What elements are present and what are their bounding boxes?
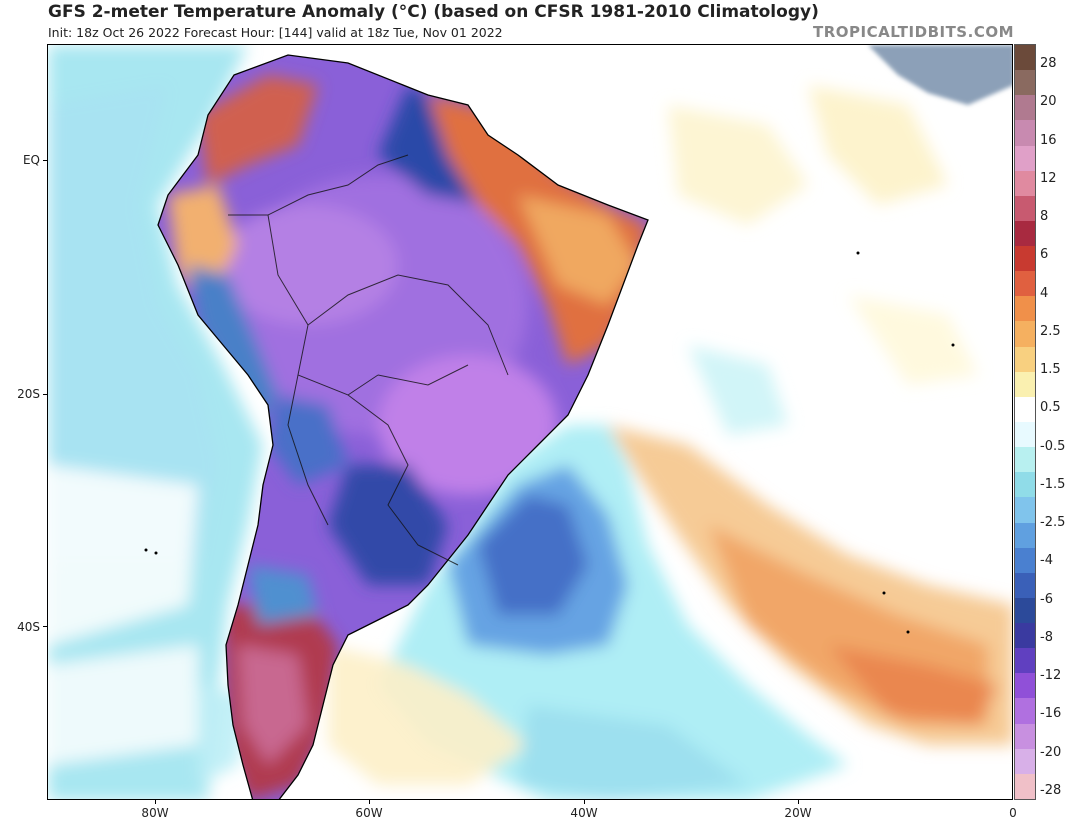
color-legend-swatch [1015,195,1035,222]
brand-watermark[interactable]: TROPICALTIDBITS.COM [813,23,1014,41]
color-legend-label: 1.5 [1040,362,1061,378]
color-legend-label: -28 [1040,783,1062,798]
lat-tick [43,160,47,161]
color-legend-label: 2.5 [1040,323,1061,339]
color-legend-label: -16 [1040,706,1062,722]
color-legend-swatch [1015,723,1035,750]
color-legend-swatch [1015,396,1035,423]
color-legend-swatch [1015,623,1035,649]
map-title: GFS 2-meter Temperature Anomaly (°C) (ba… [48,2,819,22]
color-legend [1014,44,1036,800]
map-canvas [48,45,1012,799]
color-legend-swatch [1015,773,1035,799]
color-legend-swatch [1015,246,1035,272]
color-legend-label: 6 [1040,247,1049,263]
color-legend-swatch [1015,472,1035,498]
color-legend-swatch [1015,321,1035,348]
color-legend-swatch [1015,422,1035,448]
lat-label-eq: EQ [22,153,40,167]
color-legend-label: 12 [1040,170,1057,186]
color-legend-label: 28 [1040,56,1057,71]
color-legend-swatch [1015,271,1035,297]
map-subtitle: Init: 18z Oct 26 2022 Forecast Hour: [14… [48,25,503,40]
color-legend-swatch [1015,95,1035,121]
color-legend-label: 0.5 [1040,400,1061,416]
color-legend-swatch [1015,120,1035,147]
color-legend-swatch [1015,371,1035,398]
lon-tick [798,800,799,804]
lat-tick [43,394,47,395]
color-legend-label: -8 [1040,629,1053,645]
lat-label-40s: 40S [17,620,40,634]
color-legend-swatch [1015,648,1035,674]
color-legend-swatch [1015,748,1035,775]
color-legend-label: 20 [1040,94,1057,110]
color-legend-swatch [1015,547,1035,574]
lon-tick [584,800,585,804]
lon-label-60w: 60W [355,806,383,820]
color-legend-label: -2.5 [1040,515,1066,531]
lon-label-80w: 80W [141,806,169,820]
color-legend-label: 4 [1040,285,1049,301]
lat-label-20s: 20S [17,387,40,401]
color-legend-swatch [1015,572,1035,599]
color-legend-label: -4 [1040,553,1053,569]
color-legend-swatch [1015,220,1035,247]
lon-label-20w: 20W [784,806,812,820]
color-legend-label: -1.5 [1040,476,1066,492]
color-legend-swatch [1015,597,1035,624]
color-legend-swatch [1015,522,1035,549]
color-legend-swatch [1015,698,1035,725]
color-legend-swatch [1015,447,1035,473]
color-legend-swatch [1015,673,1035,699]
lon-label-40w: 40W [570,806,598,820]
lon-tick [369,800,370,804]
color-legend-swatch [1015,45,1035,71]
color-legend-label: -12 [1040,668,1062,684]
color-legend-swatch [1015,497,1035,524]
color-legend-swatch [1015,346,1035,373]
lat-tick [43,626,47,627]
lon-label-0: 0 [1009,806,1017,820]
color-legend-swatch [1015,296,1035,322]
anomaly-map [47,44,1013,800]
color-legend-swatch [1015,145,1035,172]
lon-tick [155,800,156,804]
color-legend-label: 8 [1040,209,1049,225]
color-legend-label: -6 [1040,591,1053,607]
color-legend-label: -20 [1040,744,1062,760]
color-legend-swatch [1015,170,1035,197]
color-legend-label: -0.5 [1040,438,1066,454]
color-legend-swatch [1015,70,1035,96]
color-legend-label: 16 [1040,132,1057,148]
